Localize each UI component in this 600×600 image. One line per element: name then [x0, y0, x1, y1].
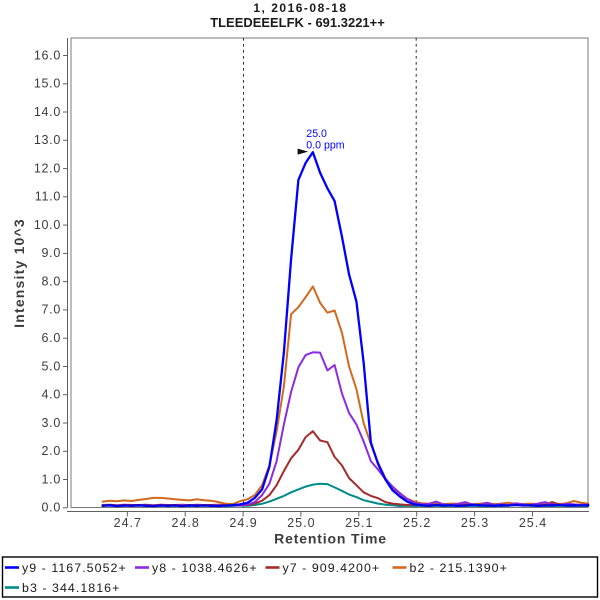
svg-text:11.0: 11.0	[35, 190, 61, 204]
svg-text:14.0: 14.0	[34, 105, 61, 119]
svg-text:16.0: 16.0	[34, 48, 61, 62]
svg-text:Intensity 10^3: Intensity 10^3	[11, 218, 27, 328]
svg-text:15.0: 15.0	[34, 77, 61, 91]
svg-text:y9 - 1167.5052+: y9 - 1167.5052+	[22, 561, 127, 575]
svg-text:13.0: 13.0	[34, 133, 61, 147]
svg-text:Retention Time: Retention Time	[274, 531, 387, 547]
svg-text:0.0: 0.0	[42, 501, 61, 515]
svg-text:1.0: 1.0	[42, 472, 61, 486]
svg-text:0.0 ppm: 0.0 ppm	[306, 139, 344, 151]
svg-text:7.0: 7.0	[42, 303, 61, 317]
svg-text:24.8: 24.8	[172, 516, 200, 530]
svg-text:4.0: 4.0	[42, 388, 61, 402]
svg-text:25.2: 25.2	[403, 516, 431, 530]
svg-text:1, 2016-08-18: 1, 2016-08-18	[253, 1, 347, 15]
svg-text:y7 - 909.4200+: y7 - 909.4200+	[283, 561, 381, 575]
svg-text:6.0: 6.0	[42, 331, 61, 345]
svg-text:2.0: 2.0	[42, 444, 61, 458]
svg-text:10.0: 10.0	[34, 218, 61, 232]
svg-text:3.0: 3.0	[42, 416, 61, 430]
svg-text:25.0: 25.0	[306, 128, 327, 140]
svg-text:9.0: 9.0	[42, 246, 61, 260]
svg-text:b3 - 344.1816+: b3 - 344.1816+	[22, 581, 120, 595]
svg-text:TLEEDEEELFK - 691.3221++: TLEEDEEELFK - 691.3221++	[210, 15, 385, 30]
svg-text:b2 - 215.1390+: b2 - 215.1390+	[410, 561, 508, 575]
svg-text:25.1: 25.1	[345, 516, 373, 530]
svg-text:5.0: 5.0	[42, 359, 61, 373]
svg-text:25.0: 25.0	[287, 516, 315, 530]
svg-text:8.0: 8.0	[42, 274, 61, 288]
svg-text:12.0: 12.0	[34, 161, 61, 175]
svg-text:y8 - 1038.4626+: y8 - 1038.4626+	[152, 561, 258, 575]
svg-text:25.3: 25.3	[461, 516, 489, 530]
svg-text:25.4: 25.4	[519, 516, 547, 530]
svg-text:24.9: 24.9	[229, 516, 257, 530]
svg-text:24.7: 24.7	[114, 516, 142, 530]
